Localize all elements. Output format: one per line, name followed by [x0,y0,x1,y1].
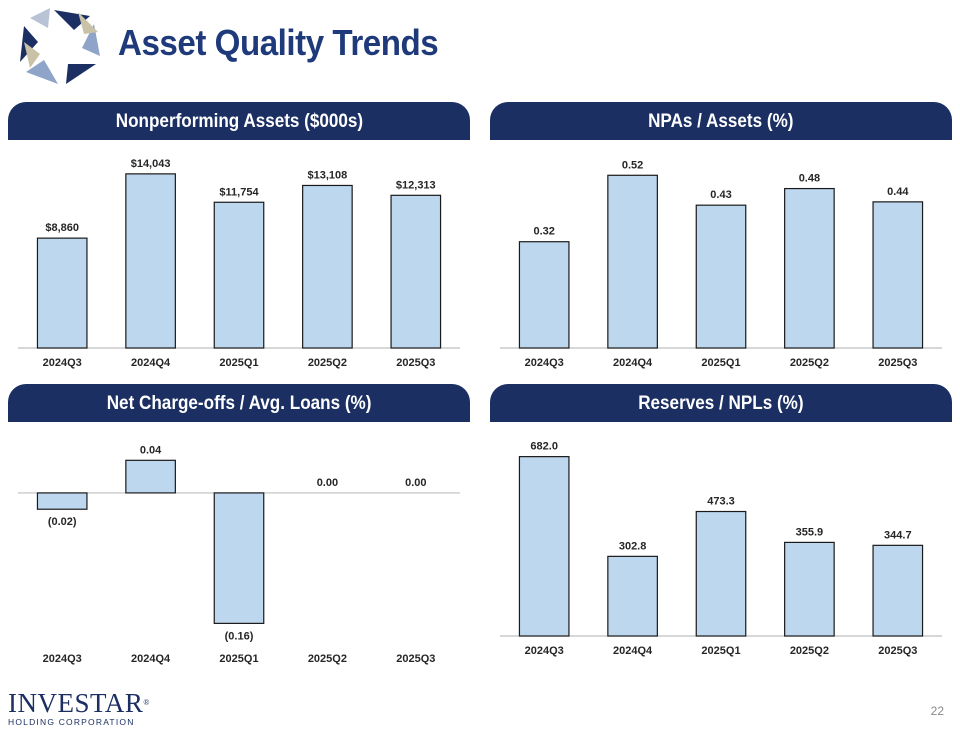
category-label-2025Q2: 2025Q2 [308,357,347,369]
category-label-2025Q1: 2025Q1 [219,653,258,665]
bar-2025Q2 [302,184,353,349]
panel-npas-assets: NPAs / Assets (%) 0.32 2024Q3 0.52 2024Q4 0.… [490,102,952,374]
panel-reserves-npls: Reserves / NPLs (%) 682.0 2024Q3 302.8 2024… [490,384,952,674]
reserves-npls-chart: 682.0 2024Q3 302.8 2024Q4 473.3 2025Q1 355.9 20… [500,441,942,657]
net-charge-offs-chart: (0.02) 2024Q3 0.04 2024Q4 (0.16) 2025Q1 0.00 20… [18,444,460,665]
category-label-2025Q2: 2025Q2 [790,645,829,657]
data-label-2025Q1: (0.16) [225,630,254,642]
data-label-2025Q2: $13,108 [308,169,348,181]
category-label-2025Q3: 2025Q3 [878,645,917,657]
data-label-2025Q3: 0.44 [887,186,909,198]
panel-title: Reserves / NPLs (%) [638,393,804,414]
nonperforming-assets-chart: $8,860 2024Q3 $14,043 2024Q4 $11,754 2025Q1 $1… [18,158,460,369]
data-label-2025Q2: 0.00 [317,477,338,489]
data-label-2025Q2: 0.48 [799,173,820,185]
trademark-symbol: ® [143,698,150,707]
bar-2025Q1 [695,510,747,637]
category-label-2025Q3: 2025Q3 [878,357,917,369]
data-label-2025Q3: 344.7 [884,529,912,541]
panel-nonperforming-assets: Nonperforming Assets ($000s) $8,860 2024Q… [8,102,470,374]
data-label-2025Q3: $12,313 [396,179,436,191]
brand-subtitle: HOLDING CORPORATION [8,717,135,727]
panel-title: Net Charge-offs / Avg. Loans (%) [106,393,372,414]
category-label-2024Q4: 2024Q4 [613,645,653,657]
page-title: Asset Quality Trends [118,22,439,63]
data-label-2024Q3: $8,860 [45,222,79,234]
category-label-2024Q3: 2024Q3 [43,357,82,369]
panel-header: NPAs / Assets (%) [490,102,952,140]
panel-header: Reserves / NPLs (%) [490,384,952,422]
bar-2024Q4 [607,174,658,349]
category-label-2025Q1: 2025Q1 [701,357,740,369]
bar-2025Q2 [784,541,835,637]
bar-2025Q1 [695,204,747,349]
data-label-2025Q2: 355.9 [796,526,824,538]
category-label-2025Q2: 2025Q2 [308,653,347,665]
data-label-2025Q1: $11,754 [219,186,259,198]
category-label-2024Q4: 2024Q4 [131,653,171,665]
bar-2024Q4 [607,555,658,637]
data-label-2024Q3: (0.02) [48,516,77,528]
brand-name: INVESTAR® [8,688,150,718]
data-label-2025Q3: 0.00 [405,477,426,489]
category-label-2024Q3: 2024Q3 [43,653,82,665]
panel-title: Nonperforming Assets ($000s) [115,111,363,132]
data-label-2025Q1: 0.43 [710,189,731,201]
category-label-2025Q3: 2025Q3 [396,357,435,369]
category-label-2025Q2: 2025Q2 [790,357,829,369]
bar-2025Q3 [872,544,924,637]
category-label-2024Q4: 2024Q4 [613,357,653,369]
bar-2024Q4 [125,173,176,349]
bar-2024Q3 [518,456,570,637]
bar-2024Q3 [518,241,570,349]
bar-2024Q4 [125,459,176,494]
bar-2025Q1 [213,201,265,349]
brand-logo: INVESTAR® HOLDING CORPORATION [8,688,150,728]
bar-2025Q3 [390,194,442,349]
bar-2025Q2 [784,187,835,349]
bar-2025Q3 [872,201,924,349]
panel-header: Net Charge-offs / Avg. Loans (%) [8,384,470,422]
category-label-2024Q4: 2024Q4 [131,357,171,369]
category-label-2025Q3: 2025Q3 [396,653,435,665]
data-label-2024Q4: $14,043 [131,158,171,170]
data-label-2024Q3: 682.0 [530,441,558,453]
brand-name-text: INVESTAR [8,688,144,718]
investar-star-logo-icon [20,8,100,84]
data-label-2024Q4: 0.04 [140,444,162,456]
category-label-2024Q3: 2024Q3 [525,357,564,369]
data-label-2024Q4: 302.8 [619,540,647,552]
category-label-2025Q1: 2025Q1 [701,645,740,657]
bar-2024Q3 [36,492,88,510]
bar-2025Q1 [213,492,265,624]
panel-net-charge-offs: Net Charge-offs / Avg. Loans (%) (0.02) 2… [8,384,470,674]
data-label-2024Q4: 0.52 [622,159,643,171]
data-label-2025Q1: 473.3 [707,496,735,508]
data-label-2024Q3: 0.32 [533,226,554,238]
panel-header: Nonperforming Assets ($000s) [8,102,470,140]
category-label-2024Q3: 2024Q3 [525,645,564,657]
category-label-2025Q1: 2025Q1 [219,357,258,369]
panel-title: NPAs / Assets (%) [648,111,794,132]
npas-assets-chart: 0.32 2024Q3 0.52 2024Q4 0.43 2025Q1 0.48 2025Q2… [500,159,942,369]
bar-2024Q3 [36,237,88,349]
page-number: 22 [930,704,944,718]
